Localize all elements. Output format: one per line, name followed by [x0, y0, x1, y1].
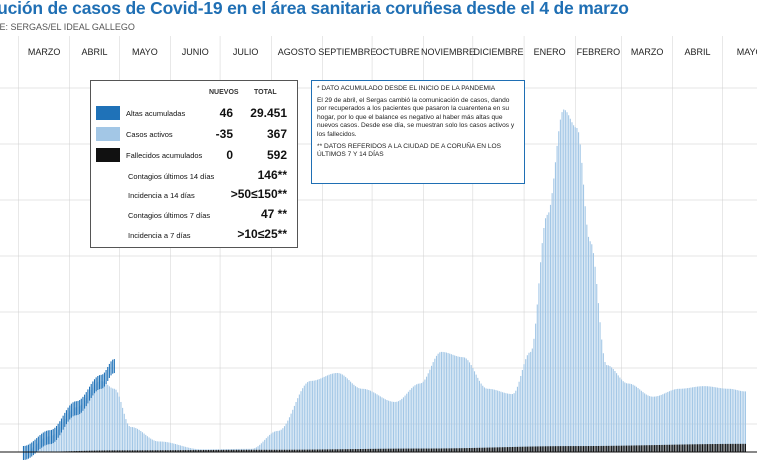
month-label: ABRIL — [82, 47, 108, 57]
legend-swatch-activos — [96, 127, 120, 141]
legend-header-new: NUEVOS — [209, 89, 239, 96]
month-label: MAYO — [132, 47, 158, 57]
legend-total-value: 367 — [266, 127, 287, 141]
legend-total-value: 29.451 — [250, 106, 287, 120]
legend-new-value: 46 — [219, 106, 233, 120]
legend-new-value: 0 — [226, 148, 233, 162]
note-city-data: ** DATOS REFERIDOS A LA CIUDAD DE A CORU… — [317, 142, 502, 159]
month-label: SEPTIEMBRE — [318, 47, 376, 57]
note-accumulated: * DATO ACUMULADO DESDE EL INICIO DE LA P… — [317, 85, 496, 92]
month-label: JULIO — [233, 47, 259, 57]
legend-box: NUEVOS TOTAL Altas acumuladas 46 29.451 … — [90, 80, 298, 248]
legend-row-altas: Altas acumuladas 46 29.451 — [96, 106, 291, 120]
legend-new-value: -35 — [215, 127, 233, 141]
month-label: MAYO — [737, 47, 757, 57]
stat-value: 47 ** — [260, 207, 287, 221]
stat-value: 146** — [257, 168, 287, 182]
month-label: MARZO — [631, 47, 664, 57]
month-label: ABRIL — [685, 47, 711, 57]
legend-label: Fallecidos acumulados — [126, 151, 203, 160]
chart-source: TE: SERGAS/EL IDEAL GALLEGO — [0, 22, 135, 32]
stat-row: Contagios últimos 7 días 47 ** — [96, 207, 291, 222]
legend-header-total: TOTAL — [254, 89, 277, 96]
stat-row: Contagios últimos 14 días 146** — [96, 168, 291, 183]
legend-label: Altas acumuladas — [126, 109, 186, 118]
month-label: OCTUBRE — [376, 47, 420, 57]
legend-row-activos: Casos activos -35 367 — [96, 127, 291, 141]
notes-box: * DATO ACUMULADO DESDE EL INICIO DE LA P… — [311, 80, 525, 184]
legend-row-fallecidos: Fallecidos acumulados 0 592 — [96, 148, 291, 162]
stat-row: Incidencia a 14 días >50≤150** — [96, 187, 291, 202]
stat-label: Incidencia a 7 días — [128, 231, 191, 240]
legend-swatch-altas — [96, 106, 120, 120]
stat-label: Contagios últimos 7 días — [128, 211, 211, 220]
month-label: JUNIO — [182, 47, 209, 57]
stat-value: >50≤150** — [230, 187, 287, 201]
legend-swatch-fallecidos — [96, 148, 120, 162]
month-label: MARZO — [28, 47, 61, 57]
stat-value: >10≤25** — [237, 227, 287, 241]
stat-label: Contagios últimos 14 días — [128, 172, 215, 181]
stat-row: Incidencia a 7 días >10≤25** — [96, 227, 291, 242]
chart-title: olución de casos de Covid-19 en el área … — [0, 0, 629, 18]
legend-label: Casos activos — [126, 130, 173, 139]
month-label: FEBRERO — [577, 47, 621, 57]
month-label: DICIEMBRE — [473, 47, 523, 57]
note-sergas-change: El 29 de abril, el Sergas cambió la comu… — [317, 96, 515, 138]
legend-total-value: 592 — [266, 148, 287, 162]
stat-label: Incidencia a 14 días — [128, 191, 195, 200]
month-label: AGOSTO — [278, 47, 316, 57]
month-label: NOVIEMBRE — [421, 47, 475, 57]
month-label: ENERO — [534, 47, 566, 57]
